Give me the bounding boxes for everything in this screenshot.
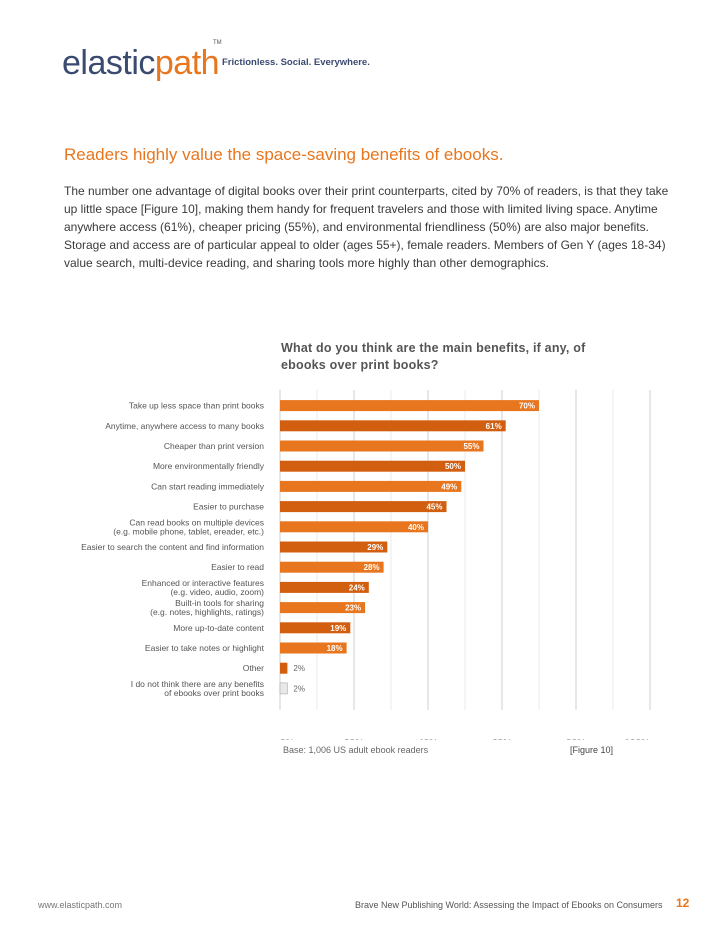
category-label: Easier to take notes or highlight — [145, 643, 265, 653]
category-label: Can start reading immediately — [151, 481, 265, 491]
logo-part-1: elastic — [62, 44, 155, 82]
x-tick-label: 20% — [344, 738, 364, 740]
bar — [280, 642, 347, 654]
x-tick-label: 60% — [492, 738, 512, 740]
bar-value-label: 55% — [463, 442, 479, 451]
body-paragraph: The number one advantage of digital book… — [64, 184, 669, 270]
logo-wordmark: elasticpath — [62, 44, 220, 83]
category-label: Other — [243, 663, 264, 673]
section-heading: Readers highly value the space-saving be… — [64, 145, 504, 164]
bar-chart: 0% 20% 40% 60% 80% 100% 70% Take up less space … — [81, 390, 651, 740]
category-label: Easier to read — [211, 562, 264, 572]
footer-url[interactable]: www.elasticpath.com — [38, 900, 123, 910]
bar — [280, 501, 447, 513]
bar-value-label: 45% — [426, 503, 442, 512]
bar — [280, 541, 388, 553]
bar — [280, 440, 484, 452]
bar — [280, 581, 369, 593]
figure-reference: [Figure 10] — [570, 745, 614, 755]
bar-value-label: 19% — [330, 624, 346, 633]
category-label: Easier to purchase — [193, 502, 264, 512]
bar — [280, 662, 288, 674]
bar-value-label: 61% — [486, 422, 502, 431]
bar-value-label: 50% — [445, 462, 461, 471]
category-sublabel: (e.g. video, audio, zoom) — [170, 587, 264, 597]
category-label: Cheaper than print version — [164, 441, 264, 451]
category-label: Easier to search the content and find in… — [81, 542, 264, 552]
bar — [280, 521, 428, 533]
bar — [280, 460, 465, 472]
bar-value-label: 2% — [293, 664, 305, 673]
category-label: More environmentally friendly — [153, 461, 265, 471]
page-number: 12 — [676, 896, 690, 910]
bar-value-label: 70% — [519, 402, 535, 411]
bar-value-label: 23% — [345, 604, 361, 613]
tagline: Frictionless. Social. Everywhere. — [222, 57, 370, 68]
bar-value-label: 24% — [349, 583, 365, 592]
bar — [280, 622, 351, 634]
x-tick-label: 100% — [624, 738, 650, 740]
category-label: Anytime, anywhere access to many books — [105, 421, 264, 431]
category-sublabel: (e.g. mobile phone, tablet, ereader, etc… — [113, 526, 264, 536]
x-tick-label: 80% — [566, 738, 586, 740]
category-label: I do not think there are any benefits — [131, 679, 264, 689]
bar — [279, 682, 288, 695]
category-label: More up-to-date content — [173, 623, 264, 633]
bar — [280, 561, 384, 573]
bar — [280, 420, 506, 432]
bar — [280, 400, 539, 412]
category-label: Take up less space than print books — [129, 401, 264, 411]
logo-part-2: path — [154, 44, 220, 82]
trademark: TM — [213, 40, 222, 46]
category-label: Enhanced or interactive features — [142, 578, 264, 588]
footer-title: Brave New Publishing World: Assessing th… — [355, 900, 663, 910]
bar — [280, 480, 462, 492]
bar-value-label: 40% — [408, 523, 424, 532]
bar — [280, 602, 366, 614]
bar-value-label: 28% — [364, 563, 380, 572]
bar-value-label: 18% — [327, 644, 343, 653]
category-sublabel: (e.g. notes, highlights, ratings) — [150, 607, 264, 617]
chart-title: What do you think are the main benefits,… — [281, 341, 586, 372]
x-tick-label: 40% — [418, 738, 438, 740]
category-sublabel: of ebooks over print books — [164, 688, 264, 698]
x-tick-label: 0% — [280, 738, 295, 740]
category-label: Built-in tools for sharing — [175, 598, 264, 608]
category-label: Can read books on multiple devices — [129, 517, 264, 527]
bar-value-label: 2% — [293, 684, 305, 693]
bar-value-label: 29% — [367, 543, 383, 552]
base-note: Base: 1,006 US adult ebook readers — [283, 745, 429, 755]
bar-value-label: 49% — [441, 482, 457, 491]
